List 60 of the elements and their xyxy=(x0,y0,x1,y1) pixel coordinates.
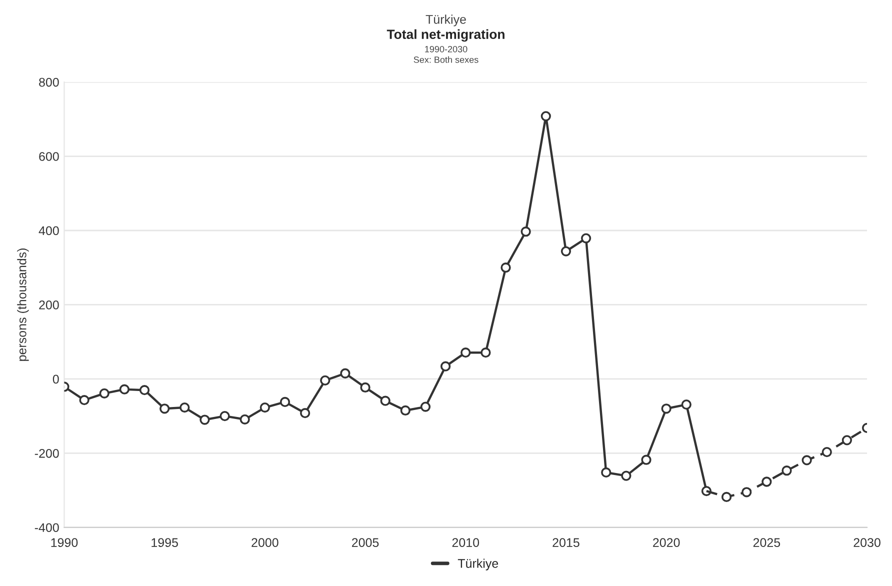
text: Sex: Both sexes xyxy=(414,56,478,63)
point xyxy=(721,492,732,502)
point xyxy=(160,404,170,414)
x-tick-label: 2025 xyxy=(753,538,780,547)
point xyxy=(260,402,270,413)
legend-label: Türkiye xyxy=(458,558,498,570)
point xyxy=(300,408,310,418)
point xyxy=(661,404,672,414)
y-tick-label: 200 xyxy=(39,300,59,310)
x-tick-label: 2030 xyxy=(854,538,880,547)
y-tick-label: -200 xyxy=(34,448,59,458)
point xyxy=(340,368,350,378)
point xyxy=(762,476,772,487)
point xyxy=(782,466,792,476)
x-tick-label: 2010 xyxy=(452,538,480,547)
chart-subtitle: Total net-migration xyxy=(386,29,504,42)
point xyxy=(520,226,531,237)
point xyxy=(139,385,150,396)
point xyxy=(240,414,250,424)
y-tick-label: 400 xyxy=(38,226,59,236)
y-tick-label: -400 xyxy=(34,523,59,532)
point xyxy=(580,233,592,244)
text: 1990-2030 xyxy=(425,46,468,52)
point xyxy=(842,435,852,446)
point xyxy=(400,405,410,416)
point xyxy=(500,262,511,273)
point xyxy=(540,111,551,122)
point xyxy=(560,246,572,256)
x-tick-label: 1995 xyxy=(152,538,178,547)
x-tick-label: 2005 xyxy=(352,538,379,547)
point xyxy=(621,470,632,481)
point xyxy=(99,388,110,398)
x-tick-label: 2020 xyxy=(653,538,680,547)
point xyxy=(200,414,210,425)
y-tick-label: 0 xyxy=(52,374,59,384)
point xyxy=(822,446,832,458)
point xyxy=(220,410,230,422)
point xyxy=(280,396,290,408)
point xyxy=(79,395,90,406)
point xyxy=(180,402,190,413)
point xyxy=(802,455,812,466)
y-tick-label: 600 xyxy=(39,152,59,161)
point xyxy=(360,382,370,393)
point xyxy=(380,396,390,406)
y-tick-label: 800 xyxy=(39,78,59,87)
x-tick-label: 2015 xyxy=(552,538,580,547)
point xyxy=(119,384,130,394)
y-axis-title: persons (thousands) xyxy=(17,248,29,361)
point xyxy=(320,375,330,386)
chart-title: Türkiye xyxy=(426,14,466,26)
point xyxy=(641,454,652,465)
point xyxy=(601,467,612,478)
point xyxy=(440,361,451,372)
point xyxy=(480,348,491,358)
point xyxy=(681,399,692,410)
point xyxy=(460,348,471,358)
x-tick-label: 1990 xyxy=(51,538,78,547)
point xyxy=(742,487,752,498)
point xyxy=(420,402,431,412)
x-tick-label: 2000 xyxy=(252,538,278,547)
